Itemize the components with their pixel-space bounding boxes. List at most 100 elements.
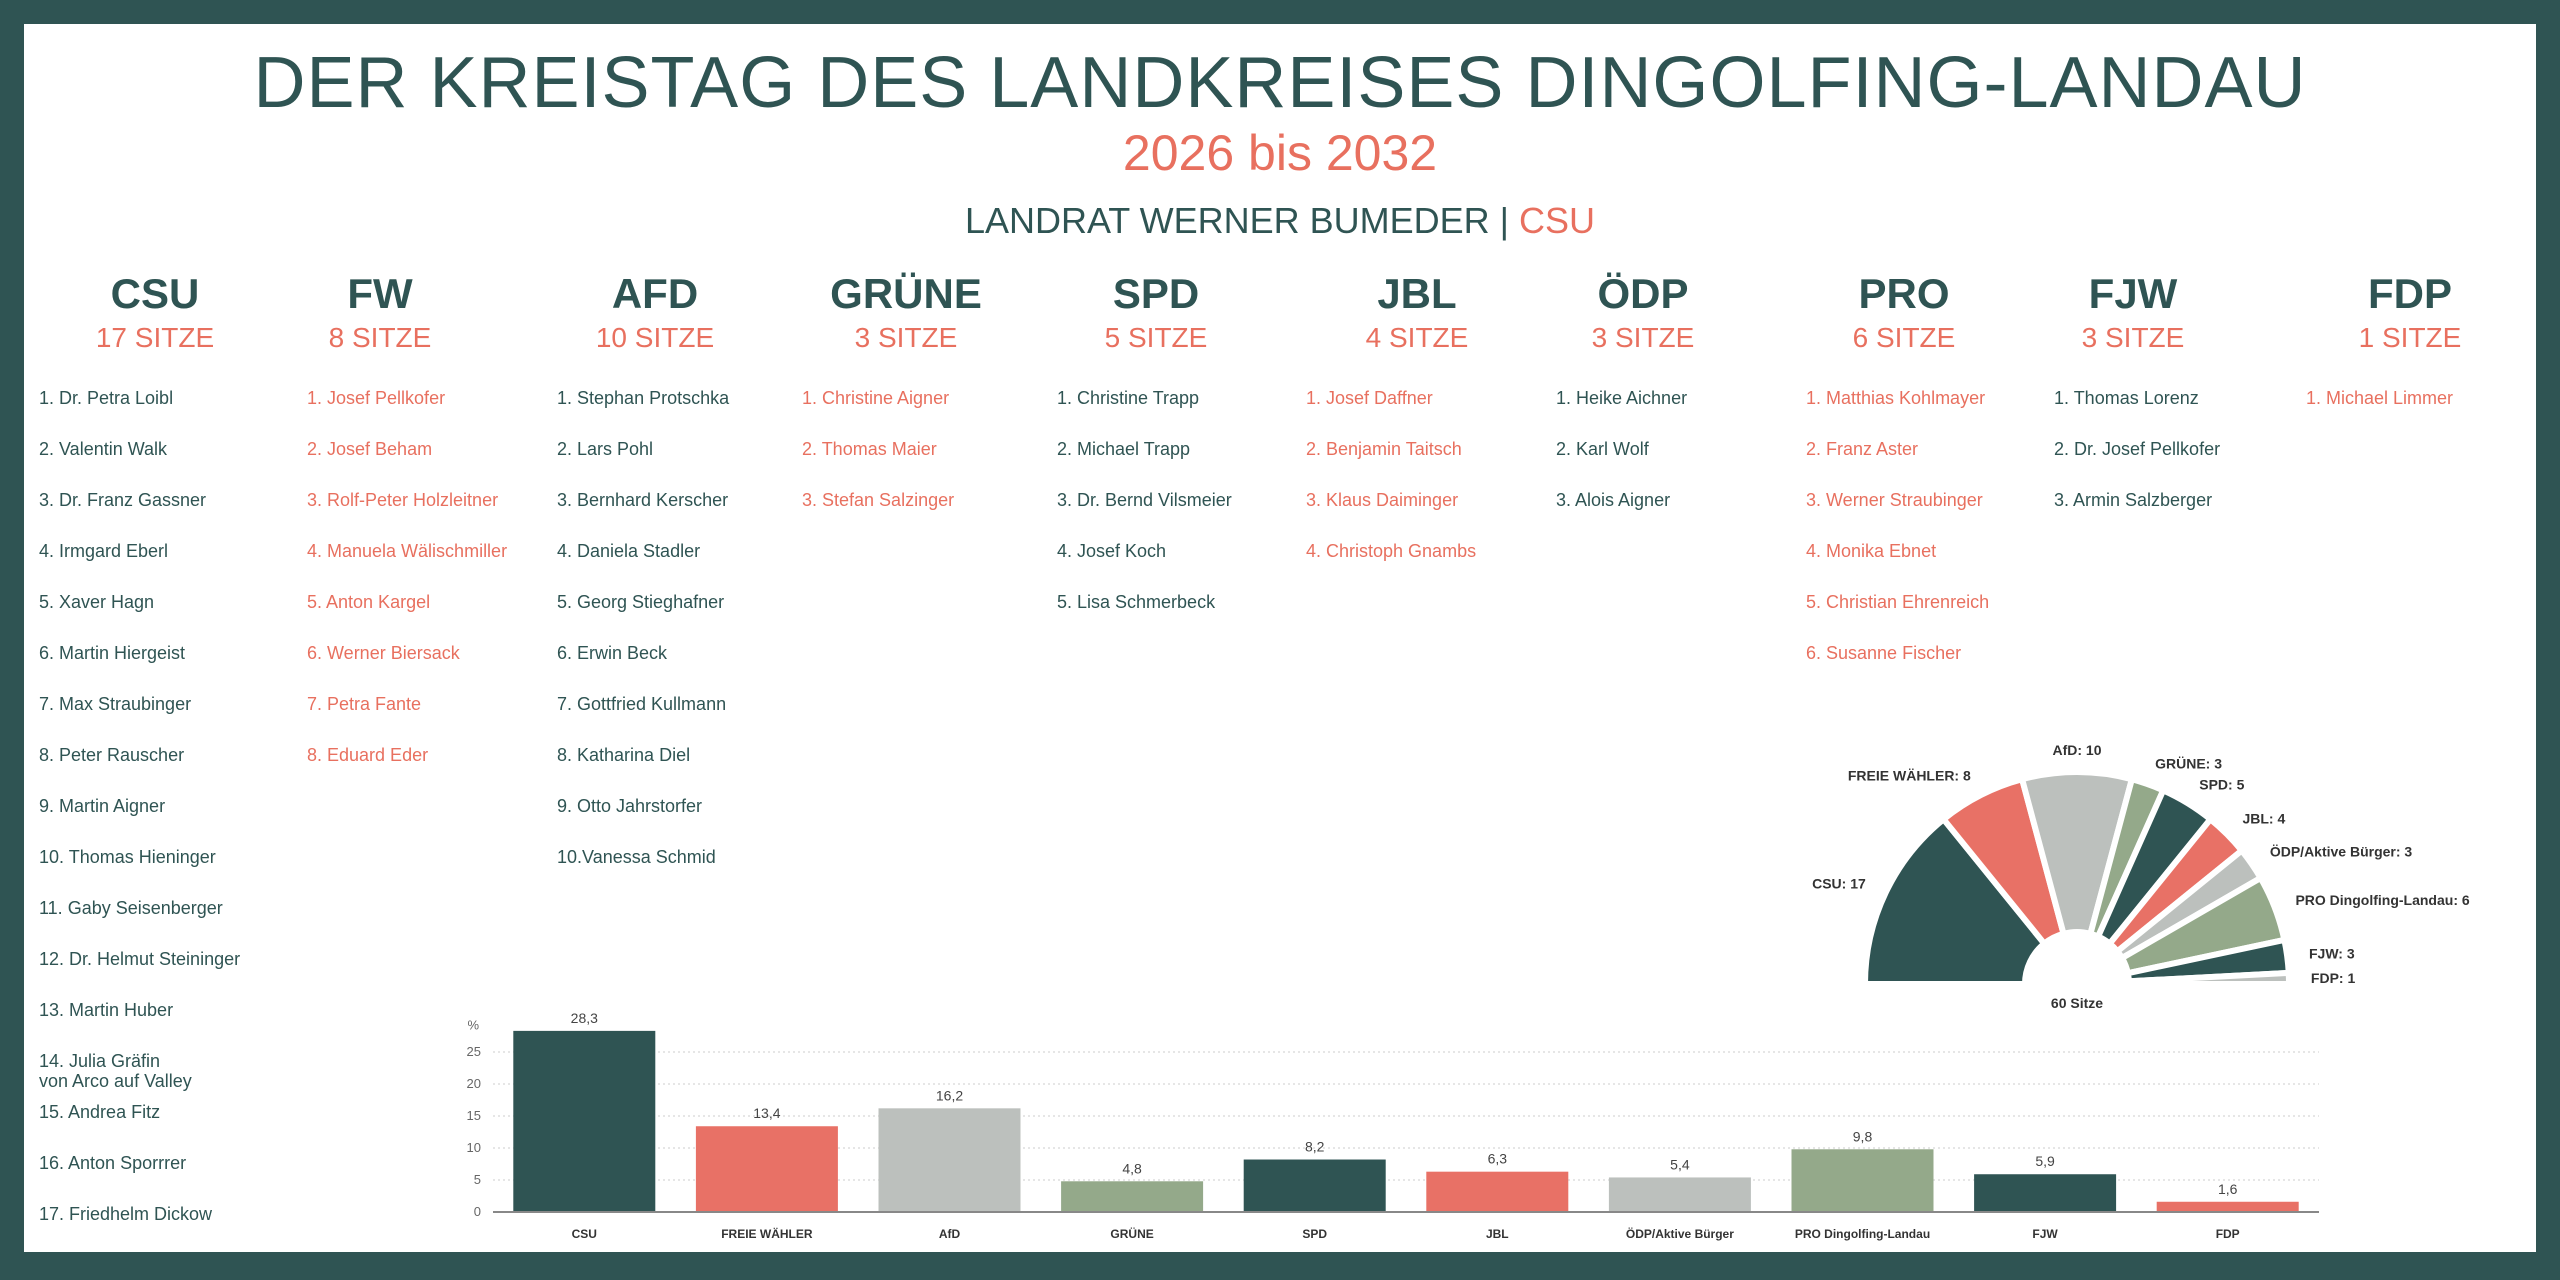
bar (1061, 1181, 1204, 1212)
party-name: ÖDP (1597, 270, 1689, 317)
party-header-5: JBL 4 SITZE (1287, 270, 1547, 354)
list-item: 1. Heike Aichner (1556, 388, 1688, 408)
list-item: 2. Lars Pohl (557, 439, 654, 459)
pie-label: FJW: 3 (2309, 945, 2355, 961)
list-item: 1. Matthias Kohlmayer (1806, 388, 1986, 408)
list-item: 4. Manuela Wälischmiller (307, 541, 508, 561)
bar (1791, 1149, 1934, 1212)
x-tick-label: FJW (2032, 1227, 2058, 1241)
party-name: FW (347, 270, 413, 317)
list-item: 3. Alois Aigner (1556, 490, 1671, 510)
party-header-9: FDP 1 SITZE (2280, 270, 2536, 354)
list-item: 10. Thomas Hieninger (39, 847, 216, 867)
list-item: 7. Gottfried Kullmann (557, 694, 727, 714)
bar-value-label: 28,3 (571, 1010, 598, 1026)
party-name: GRÜNE (830, 270, 982, 317)
pie-label: SPD: 5 (2199, 776, 2244, 792)
list-item: 6. Susanne Fischer (1806, 643, 1962, 663)
list-item: 5. Georg Stieghafner (557, 592, 725, 612)
party-name: PRO (1858, 270, 1950, 317)
y-tick-label: 10 (467, 1140, 481, 1155)
party-header-3: GRÜNE 3 SITZE (776, 270, 1036, 354)
list-item: 7. Max Straubinger (39, 694, 192, 714)
y-tick-label: 0 (474, 1204, 481, 1219)
separator: | (1499, 200, 1510, 241)
x-tick-label: ÖDP/Aktive Bürger (1626, 1226, 1734, 1241)
pie-label: AfD: 10 (2052, 742, 2101, 758)
bar (695, 1126, 838, 1212)
y-tick-label: 20 (467, 1076, 481, 1091)
party-header-0: CSU 17 SITZE (25, 270, 285, 354)
bar-value-label: 4,8 (1122, 1160, 1142, 1176)
pie-label: CSU: 17 (1812, 875, 1866, 891)
bar-value-label: 13,4 (753, 1105, 780, 1121)
list-item: 3. Armin Salzberger (2054, 490, 2213, 510)
list-item: 17. Friedhelm Dickow (39, 1204, 213, 1224)
seat-distribution-chart: CSU: 17 FREIE WÄHLER: 8 AfD: 10 GRÜNE: 3 SPD… (1812, 742, 2470, 1011)
pie-label: FDP: 1 (2311, 970, 2356, 986)
member-list: 1. Christine Trapp 2. Michael Trapp 3. Dr.… (1057, 388, 1302, 643)
party-name: FDP (2368, 270, 2452, 317)
list-item: 3. Dr. Franz Gassner (39, 490, 207, 510)
list-item: 13. Martin Huber (39, 1000, 174, 1020)
bar-value-label: 6,3 (1488, 1151, 1508, 1167)
x-tick-label: PRO Dingolfing-Landau (1795, 1227, 1930, 1241)
member-list: 1. Dr. Petra Loibl 2. Valentin Walk 3. Dr.… (39, 388, 284, 1252)
member-list: 1. Matthias Kohlmayer 2. Franz Aster 3. We… (1806, 388, 2051, 694)
list-item: 7. Petra Fante (307, 694, 422, 714)
landrat-party: CSU (1519, 200, 1596, 241)
list-item: 2. Franz Aster (1806, 439, 1919, 459)
poster: DER KREISTAG DES LANDKREISES DINGOLFING-… (24, 24, 2536, 1252)
party-seats: 1 SITZE (2358, 322, 2462, 353)
list-item: 8. Katharina Diel (557, 745, 691, 765)
list-item: 2. Josef Beham (307, 439, 433, 459)
term-subtitle: 2026 bis 2032 (1122, 125, 1438, 181)
x-tick-label: SPD (1302, 1227, 1327, 1241)
list-item: 3. Dr. Bernd Vilsmeier (1057, 490, 1232, 510)
party-header-7: PRO 6 SITZE (1774, 270, 2034, 354)
list-item: 1. Dr. Petra Loibl (39, 388, 174, 408)
party-seats: 4 SITZE (1365, 322, 1469, 353)
pie-slice (1861, 815, 2049, 987)
party-header-8: FJW 3 SITZE (2003, 270, 2263, 354)
list-item: 9. Martin Aigner (39, 796, 166, 816)
list-item: 1. Michael Limmer (2306, 388, 2454, 408)
pie-label: FREIE WÄHLER: 8 (1848, 768, 1971, 784)
bar-value-label: 9,8 (1853, 1128, 1873, 1144)
bar-value-label: 8,2 (1305, 1139, 1325, 1155)
list-item: 2. Karl Wolf (1556, 439, 1649, 459)
list-item: 5. Xaver Hagn (39, 592, 155, 612)
landrat-line: LANDRAT WERNER BUMEDER | CSU (24, 200, 2536, 242)
list-item: 2. Michael Trapp (1057, 439, 1191, 459)
party-header-2: AFD 10 SITZE (525, 270, 785, 354)
list-item: 14. Julia Gräfin von Arco auf Valley (39, 1051, 192, 1091)
list-item: 12. Dr. Helmut Steininger (39, 949, 241, 969)
party-name: SPD (1112, 270, 1200, 317)
member-list: 1. Heike Aichner 2. Karl Wolf 3. Alois Aig… (1556, 388, 1801, 541)
y-axis-label: % (467, 1018, 479, 1033)
pie-center-label: 60 Sitze (2051, 995, 2103, 1011)
list-item: 8. Eduard Eder (307, 745, 429, 765)
x-tick-label: JBL (1486, 1227, 1509, 1241)
y-tick-label: 25 (467, 1044, 481, 1059)
x-tick-label: GRÜNE (1110, 1226, 1153, 1241)
list-item: 3. Werner Straubinger (1806, 490, 1983, 510)
list-item: 16. Anton Sporrrer (39, 1153, 187, 1173)
party-header-4: SPD 5 SITZE (1026, 270, 1286, 354)
pie-slice (2018, 769, 2136, 938)
party-name: AFD (611, 270, 699, 317)
party-seats: 3 SITZE (854, 322, 958, 353)
party-header-6: ÖDP 3 SITZE (1513, 270, 1773, 354)
list-item: 3. Rolf-Peter Holzleitner (307, 490, 499, 510)
member-list: 1. Christine Aigner 2. Thomas Maier 3. Ste… (802, 388, 1047, 541)
bar (1243, 1159, 1386, 1212)
list-item: 1. Stephan Protschka (557, 388, 730, 408)
list-item: 2. Benjamin Taitsch (1306, 439, 1462, 459)
list-item: 5. Lisa Schmerbeck (1057, 592, 1216, 612)
pie-slice (2125, 969, 2293, 987)
list-item: 3. Bernhard Kerscher (557, 490, 729, 510)
bar-value-label: 5,4 (1670, 1156, 1690, 1172)
list-item: 6. Martin Hiergeist (39, 643, 186, 663)
list-item: 5. Anton Kargel (307, 592, 431, 612)
member-list: 1. Michael Limmer (2306, 388, 2536, 439)
